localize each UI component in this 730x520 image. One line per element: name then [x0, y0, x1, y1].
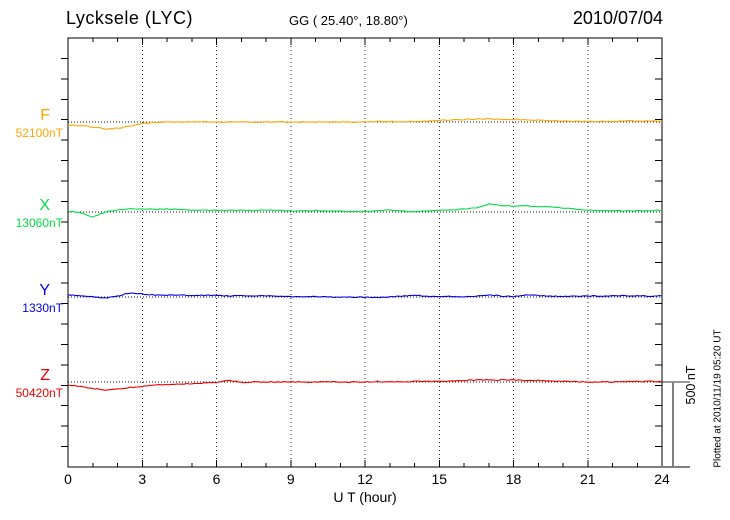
x-axis-title: U T (hour)	[333, 489, 397, 505]
plot-date: 2010/07/04	[572, 8, 663, 28]
station-title: Lycksele (LYC)	[66, 8, 194, 28]
x-axis-tick-label: 6	[212, 471, 221, 487]
x-axis-tick-label: 24	[654, 471, 670, 487]
scale-bar-label: 500 nT	[684, 365, 698, 405]
trace-X	[67, 203, 663, 218]
component-baseline-value-F: 52100nT	[15, 126, 63, 140]
trace-Z	[67, 378, 663, 391]
trace-F	[67, 118, 663, 130]
component-baseline-value-Y: 1330nT	[22, 301, 63, 315]
component-label-Y: Y	[39, 282, 50, 299]
x-axis-tick-label: 21	[579, 471, 596, 487]
plotted-timestamp: Plotted at 2010/11/19 05:20 UT	[712, 329, 724, 468]
x-axis-tick-label: 0	[64, 471, 72, 487]
x-axis-tick-label: 9	[286, 471, 295, 487]
component-baseline-value-X: 13060nT	[15, 216, 63, 230]
component-label-X: X	[39, 197, 50, 214]
x-axis-tick-label: 15	[431, 471, 448, 487]
x-axis-tick-label: 12	[357, 471, 373, 487]
trace-Y	[67, 292, 663, 299]
x-axis-tick-label: 18	[505, 471, 522, 487]
component-baseline-value-Z: 50420nT	[15, 386, 63, 400]
component-label-F: F	[40, 107, 50, 124]
x-axis-tick-label: 3	[138, 471, 147, 487]
component-label-Z: Z	[40, 367, 50, 384]
geographic-coords: GG ( 25.40°, 18.80°)	[289, 13, 408, 28]
